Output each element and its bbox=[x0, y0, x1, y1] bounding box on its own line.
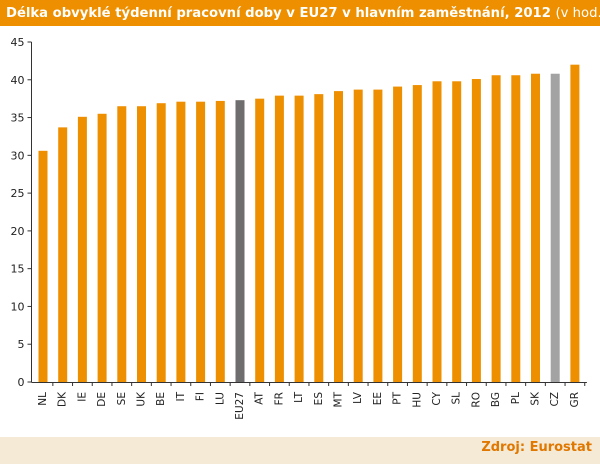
bar-ee bbox=[373, 89, 383, 382]
bar-cz bbox=[550, 73, 560, 382]
x-tick-label-se: SE bbox=[116, 392, 128, 405]
y-tick-label: 0 bbox=[18, 376, 25, 389]
chart-title-text: Délka obvyklé týdenní pracovní doby v EU… bbox=[6, 6, 551, 21]
x-tick-label-cz: CZ bbox=[549, 392, 561, 407]
bar-lv bbox=[353, 89, 363, 382]
y-tick-label: 45 bbox=[11, 36, 25, 49]
x-tick-label-nl: NL bbox=[37, 392, 49, 406]
x-tick-label-fr: FR bbox=[273, 392, 285, 405]
bar-fr bbox=[274, 95, 284, 383]
x-tick-label-mt: MT bbox=[333, 391, 345, 407]
x-tick-label-sk: SK bbox=[530, 391, 542, 406]
bar-uk bbox=[137, 106, 146, 382]
x-tick-label-es: ES bbox=[313, 392, 325, 406]
x-tick-label-pt: PT bbox=[392, 391, 404, 404]
bar-gr bbox=[570, 64, 580, 382]
x-tick-label-lv: LV bbox=[352, 391, 364, 404]
bar-ie bbox=[77, 116, 87, 383]
bar-be bbox=[156, 103, 166, 382]
y-tick-label: 25 bbox=[11, 187, 25, 200]
bar-eu27 bbox=[235, 100, 245, 382]
x-tick-label-pl: PL bbox=[510, 392, 522, 404]
x-tick-label-ee: EE bbox=[372, 392, 384, 405]
x-tick-label-cy: CY bbox=[431, 391, 443, 405]
bar-sl bbox=[452, 81, 462, 383]
x-tick-label-ie: IE bbox=[76, 392, 88, 402]
x-tick-label-at: AT bbox=[254, 391, 266, 404]
y-tick-label: 20 bbox=[11, 225, 25, 238]
bar-dk bbox=[58, 127, 68, 382]
bar-de bbox=[97, 113, 107, 383]
bar-bg bbox=[491, 75, 501, 382]
x-tick-label-lt: LT bbox=[293, 391, 305, 402]
bar-sk bbox=[531, 73, 540, 382]
x-tick-label-it: IT bbox=[175, 391, 187, 401]
y-tick-label: 40 bbox=[11, 74, 25, 87]
bar-se bbox=[117, 106, 127, 382]
bar-pt bbox=[393, 86, 403, 383]
x-tick-label-hu: HU bbox=[411, 392, 423, 408]
y-tick-label: 30 bbox=[11, 149, 25, 162]
x-tick-label-lu: LU bbox=[214, 392, 226, 405]
bar-mt bbox=[334, 91, 343, 382]
x-tick-label-de: DE bbox=[96, 392, 108, 407]
y-tick-label: 35 bbox=[11, 112, 25, 125]
bar-lt bbox=[294, 95, 304, 383]
bar-cy bbox=[432, 81, 442, 383]
bar-ro bbox=[471, 79, 481, 382]
bar-nl bbox=[38, 150, 48, 382]
bar-chart: 0 5 10 15 20 25 30 35 40 45 NL DK IE DE SE UK BE IT FI LU EU… bbox=[11, 36, 587, 420]
bar-fi bbox=[196, 101, 206, 382]
bar-at bbox=[255, 98, 265, 383]
chart-title: Délka obvyklé týdenní pracovní doby v EU… bbox=[6, 4, 600, 28]
y-tick-label: 10 bbox=[11, 300, 25, 313]
y-tick-label: 5 bbox=[18, 338, 25, 351]
chart-title-unit: (v hod.) bbox=[555, 6, 600, 21]
bar-it bbox=[176, 101, 186, 382]
x-tick-label-fi: FI bbox=[195, 392, 207, 401]
x-tick-label-eu27: EU27 bbox=[234, 392, 246, 420]
y-tick-label: 15 bbox=[11, 263, 25, 276]
title-bar bbox=[0, 0, 600, 26]
plot-area: 0 5 10 15 20 25 30 35 40 45 NL DK IE DE SE UK BE IT FI LU EU… bbox=[0, 26, 600, 437]
source-label: Zdroj: Eurostat bbox=[481, 440, 592, 455]
x-tick-label-gr: GR bbox=[569, 392, 581, 407]
bar-lu bbox=[215, 100, 225, 382]
x-tick-label-uk: UK bbox=[136, 391, 148, 407]
bar-es bbox=[314, 94, 324, 382]
bar-pl bbox=[511, 75, 521, 382]
x-tick-label-bg: BG bbox=[490, 392, 502, 407]
x-tick-label-be: BE bbox=[155, 392, 167, 406]
x-tick-label-sl: SL bbox=[451, 392, 463, 405]
bar-hu bbox=[412, 85, 422, 383]
x-tick-label-ro: RO bbox=[470, 392, 482, 408]
x-tick-label-dk: DK bbox=[57, 391, 69, 407]
